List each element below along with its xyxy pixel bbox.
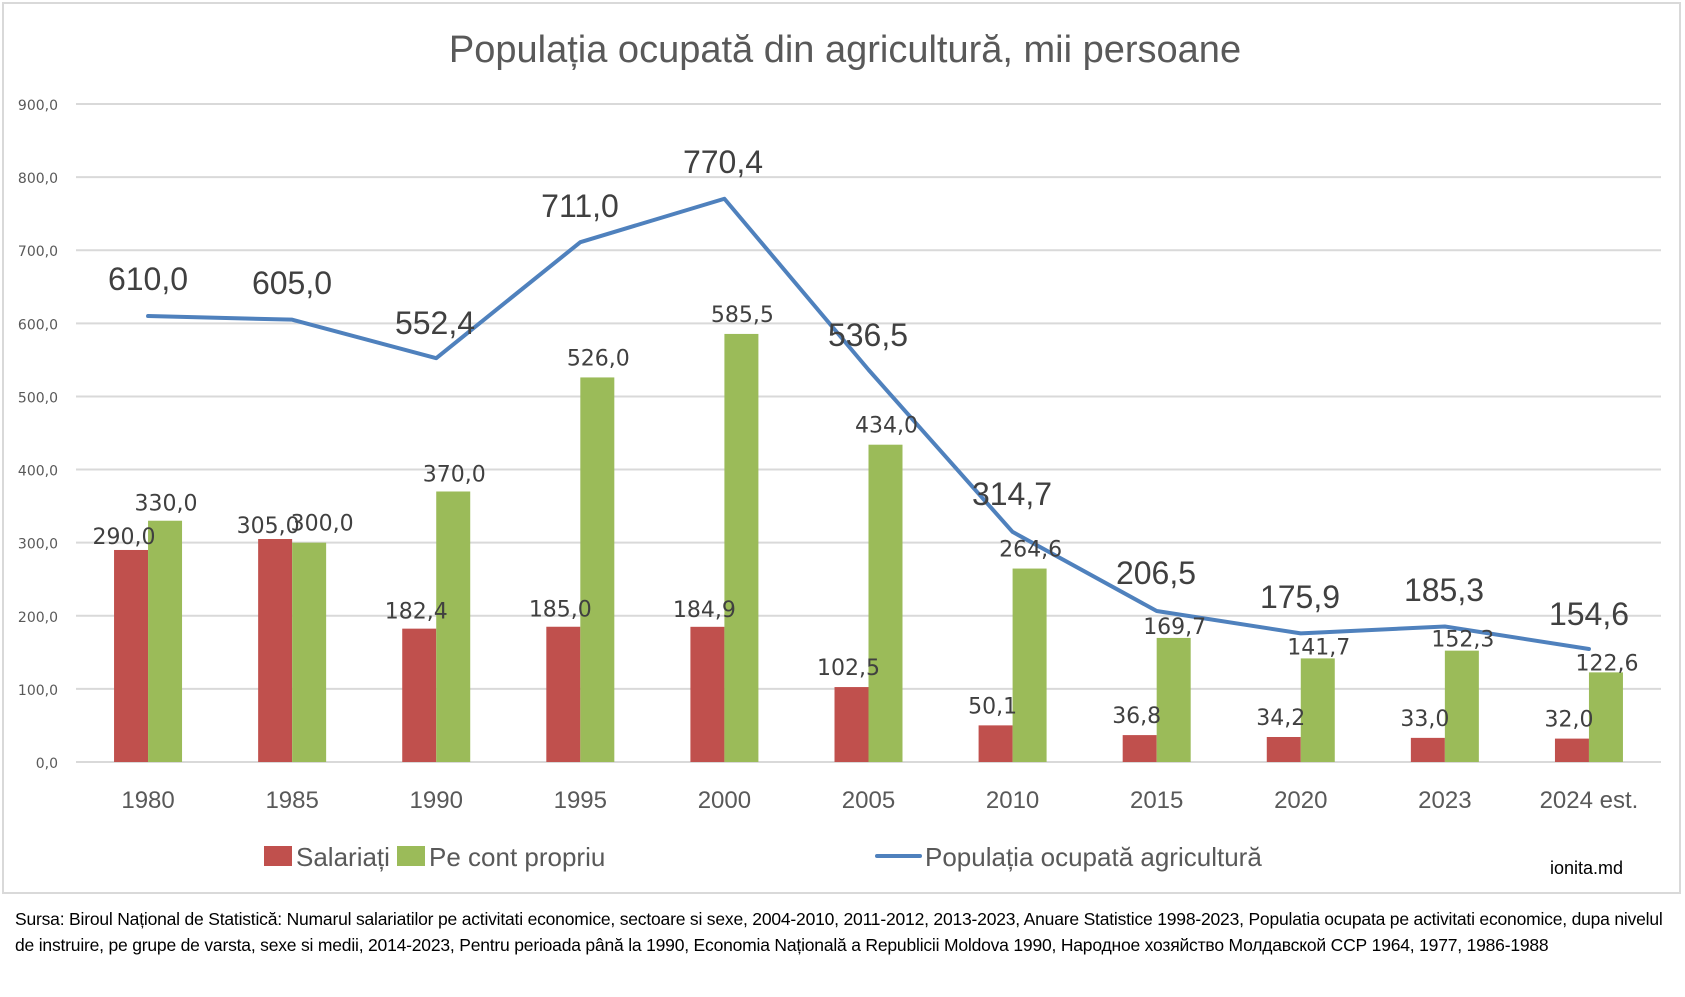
data-label-salariati: 32,0 (1544, 708, 1593, 733)
data-label-pe-cont-propriu: 370,0 (423, 462, 486, 487)
bars (114, 333, 1623, 762)
legend-label-salariati: Salariați (296, 842, 390, 872)
data-label-salariati: 33,0 (1400, 707, 1449, 732)
data-label-pe-cont-propriu: 585,5 (711, 303, 774, 328)
x-tick-label: 1990 (410, 787, 463, 814)
data-label-populatia: 185,3 (1404, 572, 1484, 608)
bar-pe-cont-propriu (148, 520, 183, 762)
data-label-populatia: 552,4 (395, 305, 475, 341)
bar-salariati (690, 626, 725, 762)
data-label-populatia: 314,7 (972, 476, 1052, 512)
data-label-pe-cont-propriu: 264,6 (999, 538, 1062, 563)
watermark: ionita.md (1550, 858, 1624, 878)
x-tick-label: 2005 (842, 787, 895, 814)
x-tick-label: 2023 (1418, 787, 1471, 814)
bar-pe-cont-propriu (1588, 672, 1623, 762)
bar-salariati (114, 549, 149, 762)
source-footer: Sursa: Biroul Național de Statistică: Nu… (15, 909, 1663, 955)
data-label-populatia: 711,0 (541, 188, 619, 224)
bar-salariati (546, 626, 581, 762)
bar-pe-cont-propriu (1156, 637, 1191, 762)
bar-salariati (1554, 738, 1589, 762)
legend-swatch-salariati (264, 846, 292, 866)
bar-pe-cont-propriu (1300, 658, 1335, 762)
y-tick-label: 100,0 (18, 683, 58, 699)
bar-salariati (1122, 735, 1157, 762)
bar-salariati (258, 539, 293, 762)
bar-pe-cont-propriu (868, 444, 903, 762)
legend-label-populatia: Populația ocupată agricultură (925, 842, 1262, 872)
data-label-salariati: 184,9 (673, 598, 736, 623)
data-label-pe-cont-propriu: 526,0 (567, 346, 630, 371)
x-tick-label: 1985 (265, 787, 318, 814)
data-label-salariati: 36,8 (1112, 704, 1161, 729)
bar-salariati (834, 687, 869, 762)
line-series (146, 196, 1591, 651)
data-label-pe-cont-propriu: 141,7 (1287, 635, 1350, 660)
chart-title: Populația ocupată din agricultură, mii p… (449, 29, 1241, 71)
y-tick-label: 700,0 (18, 244, 58, 260)
data-label-salariati: 34,2 (1256, 706, 1305, 731)
y-tick-label: 800,0 (18, 171, 58, 187)
data-label-salariati: 290,0 (93, 525, 156, 550)
x-axis: 1980 1985 1990 1995 2000 2005 2010 2015 2020 2023… (121, 787, 1638, 814)
bar-salariati (978, 725, 1013, 762)
y-axis: 0,0 100,0 200,0 300,0 400,0 500,0 600,0 700,0 80… (18, 98, 58, 772)
bar-salariati (402, 628, 437, 762)
chart: Populația ocupată din agricultură, mii p… (18, 29, 1661, 872)
data-label-populatia: 610,0 (108, 261, 188, 297)
data-label-salariati: 182,4 (385, 600, 448, 625)
legend: Salariați Pe cont propriu Populația ocup… (264, 842, 1262, 872)
y-tick-label: 600,0 (18, 317, 58, 333)
data-label-pe-cont-propriu: 330,0 (135, 492, 198, 517)
data-label-populatia: 154,6 (1549, 596, 1629, 632)
legend-label-pe-cont-propriu: Pe cont propriu (429, 842, 605, 872)
y-tick-label: 400,0 (18, 464, 58, 480)
x-tick-label: 1995 (554, 787, 607, 814)
data-label-salariati: 305,0 (237, 514, 300, 539)
data-label-pe-cont-propriu: 122,6 (1575, 651, 1638, 676)
data-label-pe-cont-propriu: 169,7 (1143, 615, 1206, 640)
legend-swatch-pe-cont-propriu (397, 846, 425, 866)
data-label-populatia: 536,5 (828, 317, 908, 353)
bar-salariati (1266, 736, 1301, 762)
data-label-pe-cont-propriu: 152,3 (1431, 628, 1494, 653)
x-tick-label: 2020 (1274, 787, 1327, 814)
bar-pe-cont-propriu (724, 333, 759, 762)
data-label-populatia: 770,4 (683, 144, 763, 180)
x-tick-label: 2000 (698, 787, 751, 814)
x-tick-label: 2010 (986, 787, 1039, 814)
data-label-pe-cont-propriu: 300,0 (291, 512, 354, 537)
data-label-salariati: 185,0 (529, 598, 592, 623)
data-label-populatia: 206,5 (1116, 555, 1196, 591)
bar-pe-cont-propriu (1012, 568, 1047, 762)
bar-pe-cont-propriu (436, 491, 471, 762)
data-label-populatia: 175,9 (1260, 579, 1340, 615)
data-label-populatia: 605,0 (252, 265, 332, 301)
data-label-pe-cont-propriu: 434,0 (855, 414, 918, 439)
bar-pe-cont-propriu (1444, 650, 1479, 762)
bar-pe-cont-propriu (580, 377, 615, 762)
data-label-salariati: 50,1 (968, 694, 1017, 719)
y-tick-label: 300,0 (18, 537, 58, 553)
data-label-salariati: 102,5 (817, 656, 880, 681)
y-tick-label: 0,0 (36, 756, 58, 772)
x-tick-label: 1980 (121, 787, 174, 814)
x-tick-label: 2015 (1130, 787, 1183, 814)
y-tick-label: 500,0 (18, 390, 58, 406)
y-tick-label: 200,0 (18, 610, 58, 626)
bar-salariati (1410, 737, 1445, 762)
x-tick-label: 2024 est. (1540, 787, 1639, 814)
y-tick-label: 900,0 (18, 98, 58, 114)
gridlines (76, 103, 1661, 763)
bar-pe-cont-propriu (292, 542, 327, 762)
